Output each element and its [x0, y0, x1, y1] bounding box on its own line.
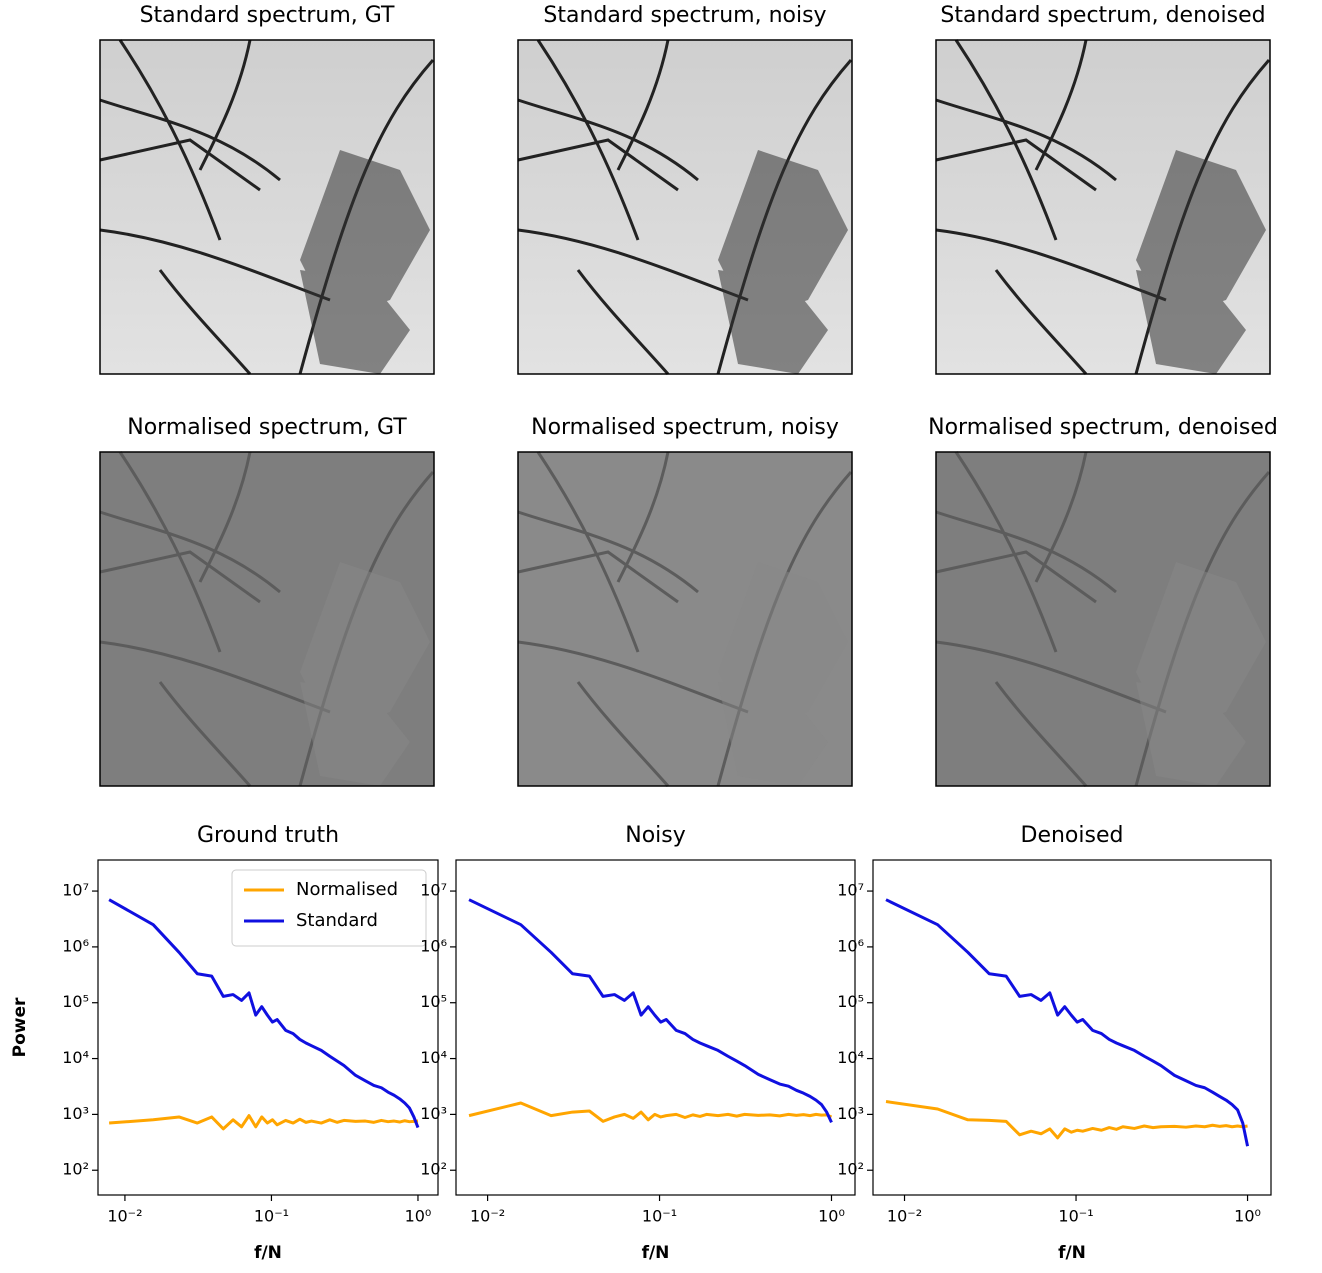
y-tick-label: 10⁴	[837, 1048, 864, 1067]
axes-frame	[97, 859, 439, 1196]
y-tick-label: 10⁴	[420, 1048, 447, 1067]
chart-grid: Ground truth 10⁻² 10⁻¹ 10⁰ 10² 10³ 10⁴ 10⁵ 10⁶ 10…	[10, 823, 1272, 1263]
x-tick-label: 10⁻¹	[642, 1207, 677, 1226]
image-frame	[935, 39, 1271, 375]
chart: Noisy 10⁻² 10⁻¹ 10⁰ 10² 10³ 10⁴ 10⁵ 10⁶ 10⁷ f/N	[420, 823, 856, 1263]
x-tick-label: 10⁻²	[107, 1207, 142, 1226]
image-frame	[517, 451, 853, 787]
y-tick-label: 10⁶	[420, 936, 447, 955]
x-axis-label: f/N	[642, 1243, 670, 1263]
y-tick-label: 10⁵	[62, 992, 89, 1011]
x-axis-label: f/N	[254, 1243, 282, 1263]
y-tick-label: 10³	[62, 1104, 89, 1123]
chart-title: Noisy	[625, 823, 686, 848]
chart: Ground truth 10⁻² 10⁻¹ 10⁰ 10² 10³ 10⁴ 10⁵ 10⁶ 10…	[10, 823, 439, 1263]
plot-area	[108, 898, 420, 1131]
x-tick-label: 10⁰	[405, 1207, 432, 1226]
series-line	[468, 898, 833, 1123]
image-panel: Normalised spectrum, noisy	[516, 415, 853, 788]
legend: Normalised Standard	[231, 869, 427, 947]
image-frame	[517, 39, 853, 375]
x-tick-label: 10⁰	[818, 1207, 845, 1226]
series-line	[885, 898, 1250, 1147]
y-tick-label: 10⁶	[62, 936, 89, 955]
x-tick-label: 10⁻¹	[1058, 1207, 1093, 1226]
image-panel: Normalised spectrum, denoised	[928, 415, 1278, 788]
plot-area	[468, 898, 833, 1123]
image-frame	[99, 39, 435, 375]
x-tick-label: 10⁻¹	[254, 1207, 289, 1226]
y-tick-label: 10³	[837, 1104, 864, 1123]
series-line	[108, 898, 420, 1129]
image-panel: Normalised spectrum, GT	[98, 415, 435, 788]
chart-title: Ground truth	[197, 823, 339, 848]
image-panel: Standard spectrum, GT	[98, 3, 435, 376]
x-tick-label: 10⁻²	[470, 1207, 505, 1226]
image-grid: Standard spectrum, GT Standard spectrum, …	[98, 3, 1278, 788]
x-tick-label: 10⁰	[1234, 1207, 1261, 1226]
image-title: Normalised spectrum, noisy	[531, 415, 839, 440]
chart-title: Denoised	[1021, 823, 1124, 848]
image-frame	[99, 451, 435, 787]
series-line	[109, 1114, 419, 1131]
image-title: Normalised spectrum, denoised	[928, 415, 1278, 440]
plot-area	[885, 898, 1250, 1147]
y-tick-label: 10²	[420, 1160, 447, 1179]
y-tick-label: 10⁷	[420, 881, 447, 900]
y-tick-label: 10³	[420, 1104, 447, 1123]
y-tick-label: 10²	[837, 1160, 864, 1179]
image-title: Standard spectrum, noisy	[543, 3, 826, 28]
image-frame	[935, 451, 1271, 787]
image-panel: Standard spectrum, noisy	[516, 3, 853, 376]
y-tick-label: 10⁵	[420, 992, 447, 1011]
y-tick-label: 10²	[62, 1160, 89, 1179]
y-tick-label: 10⁷	[62, 881, 89, 900]
y-tick-label: 10⁵	[837, 992, 864, 1011]
axes-frame	[455, 859, 856, 1196]
x-axis-label: f/N	[1058, 1243, 1086, 1263]
axes-frame	[872, 859, 1272, 1196]
chart: Denoised 10⁻² 10⁻¹ 10⁰ 10² 10³ 10⁴ 10⁵ 10⁶ 10⁷ f/N	[837, 823, 1272, 1263]
series-line	[885, 1100, 1248, 1140]
y-axis-label: Power	[10, 997, 30, 1057]
legend-label: Normalised	[296, 879, 398, 900]
image-title: Standard spectrum, denoised	[940, 3, 1265, 28]
series-line	[468, 1101, 833, 1123]
y-tick-label: 10⁴	[62, 1048, 89, 1067]
y-tick-label: 10⁶	[837, 936, 864, 955]
x-tick-label: 10⁻²	[887, 1207, 922, 1226]
image-title: Standard spectrum, GT	[140, 3, 395, 28]
image-panel: Standard spectrum, denoised	[934, 3, 1271, 376]
legend-label: Standard	[296, 910, 378, 931]
y-tick-label: 10⁷	[837, 881, 864, 900]
image-title: Normalised spectrum, GT	[127, 415, 407, 440]
